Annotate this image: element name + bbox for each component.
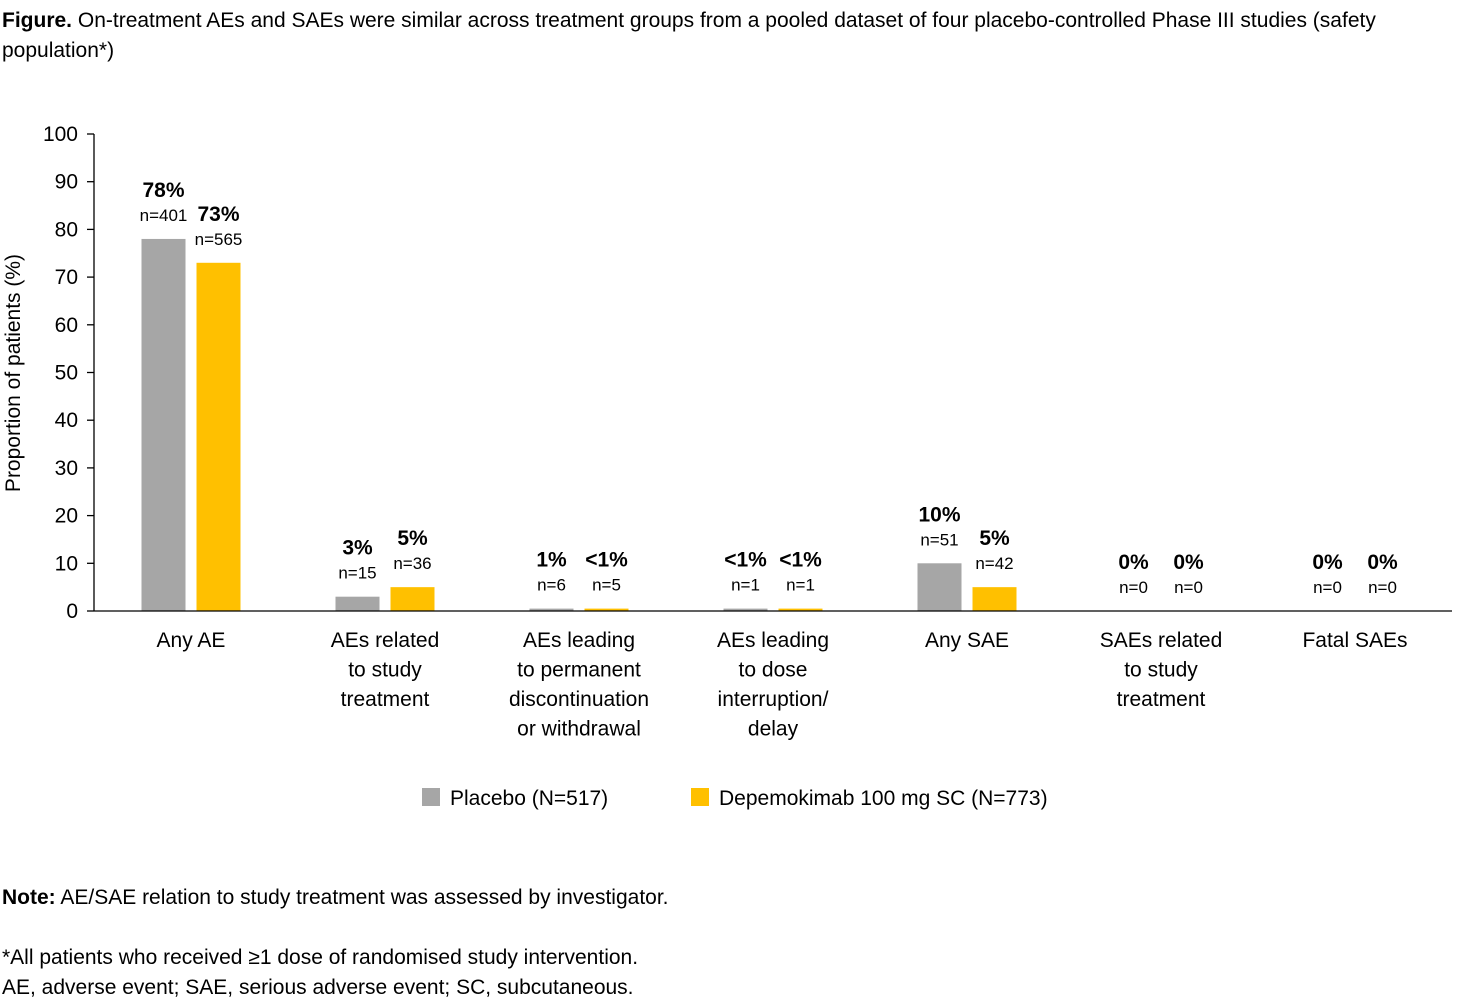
caption-label: Figure. [2,9,73,32]
bar-n-label: n=565 [195,230,243,249]
y-axis: 0 10 20 30 40 50 60 70 80 90 100 [43,123,95,623]
depemokimab-bar [196,262,241,611]
footnote-safety-population: *All patients who received ≥1 dose of ra… [2,946,639,969]
legend-placebo-swatch [422,788,440,806]
bar-chart: Proportion of patients (%) 0 10 20 30 40 50 60… [2,123,1452,810]
x-category-label-line: Any AE [157,629,226,652]
bar-n-label: n=401 [140,206,188,225]
bars [141,238,1017,611]
footnote-abbreviations: AE, adverse event; SAE, serious adverse … [2,976,634,999]
note-text: AE/SAE relation to study treatment was a… [60,886,669,909]
y-tick-label: 10 [55,552,78,575]
note-label: Note: [2,886,56,909]
legend-depemokimab-label: Depemokimab 100 mg SC (N=773) [719,787,1048,810]
x-category-label: Fatal SAEs [1302,629,1407,652]
y-tick-label: 20 [55,505,78,528]
bar-percent-label: 73% [197,203,239,226]
x-category-label-line: AEs leading [717,629,829,652]
x-category-label: AEs leading to dose interruption/delay [717,629,829,741]
x-category-label-line: delay [748,718,799,741]
depemokimab-bar [972,587,1017,611]
x-category-label-line: treatment [1117,688,1206,711]
placebo-bar [529,608,574,611]
bar-percent-label: <1% [724,549,767,572]
y-tick-label: 80 [55,218,78,241]
bar-percent-label: 0% [1312,551,1343,574]
note: Note: AE/SAE relation to study treatment… [2,884,669,912]
y-tick-label: 90 [55,171,78,194]
x-category-label-line: to permanent [517,659,641,682]
bar-percent-label: 10% [918,503,960,526]
legend-depemokimab-swatch [691,788,709,806]
x-category-label-line: to dose [739,659,808,682]
footnotes: *All patients who received ≥1 dose of ra… [2,943,638,1003]
x-category-label-line: Any SAE [925,629,1009,652]
y-tick-label: 0 [66,600,78,623]
y-tick-label: 70 [55,266,78,289]
depemokimab-bar [584,608,629,611]
y-tick-label: 100 [43,123,78,146]
legend-placebo-label: Placebo (N=517) [450,787,608,810]
value-labels: 78% n=401 73% n=565 3% n=15 5% n=36 1% n=6 <1% n=5 <… [140,179,1398,597]
x-category-label-line: AEs related [331,629,440,652]
bar-n-label: n=0 [1119,578,1148,597]
x-category-label-line: AEs leading [523,629,635,652]
bar-n-label: n=36 [393,554,431,573]
bar-percent-label: 3% [342,537,373,560]
y-tick-label: 40 [55,409,78,432]
x-category-label-line: treatment [341,688,430,711]
bar-n-label: n=0 [1313,578,1342,597]
bar-n-label: n=15 [338,564,376,583]
bar-n-label: n=42 [975,554,1013,573]
x-axis: Any AE AEs related to study treatment AEs le… [94,610,1452,741]
bar-percent-label: <1% [585,549,628,572]
x-category-label: Any SAE [925,629,1009,652]
bar-percent-label: 0% [1118,551,1149,574]
bar-percent-label: 5% [397,527,428,550]
bar-n-label: n=0 [1368,578,1397,597]
x-category-label-line: SAEs related [1100,629,1223,652]
depemokimab-bar [390,587,435,611]
bar-percent-label: <1% [779,549,822,572]
bar-percent-label: 5% [979,527,1010,550]
x-category-label-line: discontinuation [509,688,649,711]
y-axis-label: Proportion of patients (%) [2,254,25,492]
placebo-bar [917,563,962,611]
x-category-label-line: Fatal SAEs [1302,629,1407,652]
depemokimab-bar [778,608,823,611]
caption-text: On-treatment AEs and SAEs were similar a… [2,9,1376,62]
bar-n-label: n=5 [592,576,621,595]
x-category-label: AEs related to study treatment [331,629,440,711]
x-category-label: AEs leading to permanent discontinuation or… [509,629,649,741]
y-tick-label: 60 [55,314,78,337]
bar-percent-label: 0% [1367,551,1398,574]
x-category-label-line: to study [1124,659,1198,682]
x-category-label: SAEs related to study treatment [1100,629,1223,711]
x-category-label-line: to study [348,659,422,682]
bar-n-label: n=1 [786,576,815,595]
y-tick-label: 50 [55,362,78,385]
bar-n-label: n=51 [920,530,958,549]
bar-percent-label: 78% [142,179,184,202]
bar-n-label: n=0 [1174,578,1203,597]
x-category-label-line: or withdrawal [517,718,641,741]
x-category-label: Any AE [157,629,226,652]
bar-n-label: n=1 [731,576,760,595]
y-tick-label: 30 [55,457,78,480]
placebo-bar [335,596,380,611]
figure-caption: Figure. On-treatment AEs and SAEs were s… [2,6,1457,66]
placebo-bar [141,238,186,611]
bar-n-label: n=6 [537,576,566,595]
x-category-label-line: interruption/ [718,688,829,711]
placebo-bar [723,608,768,611]
bar-percent-label: 0% [1173,551,1204,574]
legend: Placebo (N=517) Depemokimab 100 mg SC (N=… [422,787,1048,810]
bar-percent-label: 1% [536,549,567,572]
